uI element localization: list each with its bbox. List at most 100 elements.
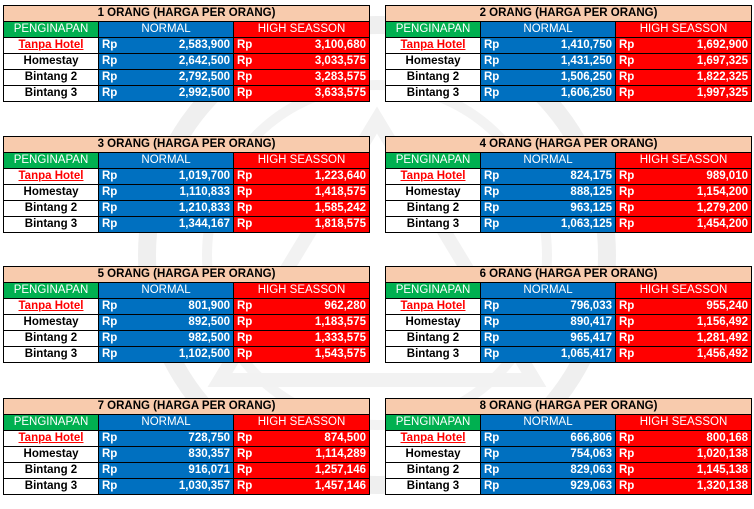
- header-normal: NORMAL: [98, 152, 234, 169]
- row-name: Homestay: [385, 53, 481, 70]
- currency-label: Rp: [615, 346, 656, 363]
- table-row: Bintang 2 Rp 1,506,250 Rp 1,822,325: [385, 69, 752, 86]
- row-name: Bintang 3: [385, 216, 481, 233]
- normal-price: 796,033: [520, 298, 616, 315]
- currency-label: Rp: [233, 446, 274, 463]
- currency-label: Rp: [233, 430, 274, 447]
- normal-price: 2,642,500: [138, 53, 234, 70]
- row-name: Bintang 3: [3, 478, 99, 495]
- normal-price: 892,500: [138, 314, 234, 331]
- currency-label: Rp: [615, 478, 656, 495]
- currency-label: Rp: [480, 330, 521, 347]
- row-name: Bintang 3: [385, 346, 481, 363]
- row-name: Homestay: [3, 446, 99, 463]
- row-name: Bintang 2: [3, 330, 99, 347]
- header-normal: NORMAL: [480, 414, 616, 431]
- high-season-price: 1,333,575: [273, 330, 370, 347]
- currency-label: Rp: [233, 462, 274, 479]
- table-row: Bintang 2 Rp 963,125 Rp 1,279,200: [385, 200, 752, 217]
- row-name: Bintang 2: [3, 69, 99, 86]
- currency-label: Rp: [480, 85, 521, 102]
- currency-label: Rp: [615, 298, 656, 315]
- table-title: 1 ORANG (HARGA PER ORANG): [3, 5, 370, 22]
- currency-label: Rp: [98, 37, 139, 54]
- row-name: Bintang 3: [3, 85, 99, 102]
- normal-price: 666,806: [520, 430, 616, 447]
- currency-label: Rp: [98, 430, 139, 447]
- normal-price: 1,019,700: [138, 168, 234, 185]
- row-name: Bintang 2: [385, 462, 481, 479]
- row-name: Tanpa Hotel: [385, 430, 481, 447]
- currency-label: Rp: [233, 216, 274, 233]
- table-row: Homestay Rp 830,357 Rp 1,114,289: [3, 446, 370, 463]
- row-name: Bintang 2: [3, 462, 99, 479]
- currency-label: Rp: [98, 200, 139, 217]
- header-high-season: HIGH SEASSON: [615, 21, 752, 38]
- row-name: Tanpa Hotel: [3, 168, 99, 185]
- header-high-season: HIGH SEASSON: [615, 152, 752, 169]
- table-title: 5 ORANG (HARGA PER ORANG): [3, 266, 370, 283]
- table-row: Bintang 3 Rp 1,065,417 Rp 1,456,492: [385, 346, 752, 363]
- normal-price: 830,357: [138, 446, 234, 463]
- high-season-price: 1,456,492: [655, 346, 752, 363]
- high-season-price: 1,454,200: [655, 216, 752, 233]
- price-table-1-orang: 1 ORANG (HARGA PER ORANG) PENGINAPAN NOR…: [3, 5, 370, 102]
- normal-price: 1,210,833: [138, 200, 234, 217]
- high-season-price: 1,822,325: [655, 69, 752, 86]
- table-row: Bintang 2 Rp 2,792,500 Rp 3,283,575: [3, 69, 370, 86]
- normal-price: 1,110,833: [138, 184, 234, 201]
- normal-price: 1,063,125: [520, 216, 616, 233]
- header-normal: NORMAL: [480, 282, 616, 299]
- header-normal: NORMAL: [480, 21, 616, 38]
- currency-label: Rp: [233, 314, 274, 331]
- table-title: 3 ORANG (HARGA PER ORANG): [3, 136, 370, 153]
- header-penginapan: PENGINAPAN: [385, 282, 481, 299]
- row-name: Bintang 3: [385, 478, 481, 495]
- high-season-price: 1,997,325: [655, 85, 752, 102]
- table-row: Bintang 3 Rp 929,063 Rp 1,320,138: [385, 478, 752, 495]
- currency-label: Rp: [98, 478, 139, 495]
- high-season-price: 962,280: [273, 298, 370, 315]
- currency-label: Rp: [98, 168, 139, 185]
- high-season-price: 1,320,138: [655, 478, 752, 495]
- table-row: Bintang 2 Rp 829,063 Rp 1,145,138: [385, 462, 752, 479]
- row-name: Homestay: [3, 53, 99, 70]
- row-name: Bintang 3: [3, 346, 99, 363]
- header-normal: NORMAL: [98, 21, 234, 38]
- currency-label: Rp: [233, 330, 274, 347]
- high-season-price: 1,183,575: [273, 314, 370, 331]
- currency-label: Rp: [615, 184, 656, 201]
- normal-price: 1,030,357: [138, 478, 234, 495]
- currency-label: Rp: [615, 85, 656, 102]
- table-row: Homestay Rp 1,431,250 Rp 1,697,325: [385, 53, 752, 70]
- currency-label: Rp: [233, 200, 274, 217]
- high-season-price: 1,281,492: [655, 330, 752, 347]
- table-title: 6 ORANG (HARGA PER ORANG): [385, 266, 752, 283]
- table-row: Homestay Rp 888,125 Rp 1,154,200: [385, 184, 752, 201]
- row-name: Tanpa Hotel: [385, 37, 481, 54]
- normal-price: 754,063: [520, 446, 616, 463]
- high-season-price: 1,114,289: [273, 446, 370, 463]
- table-row: Bintang 3 Rp 1,063,125 Rp 1,454,200: [385, 216, 752, 233]
- table-row: Bintang 3 Rp 1,102,500 Rp 1,543,575: [3, 346, 370, 363]
- currency-label: Rp: [233, 53, 274, 70]
- row-name: Tanpa Hotel: [3, 298, 99, 315]
- row-name: Bintang 2: [385, 200, 481, 217]
- normal-price: 829,063: [520, 462, 616, 479]
- header-penginapan: PENGINAPAN: [385, 21, 481, 38]
- high-season-price: 1,145,138: [655, 462, 752, 479]
- row-name: Homestay: [385, 314, 481, 331]
- currency-label: Rp: [98, 462, 139, 479]
- price-table-2-orang: 2 ORANG (HARGA PER ORANG) PENGINAPAN NOR…: [385, 5, 752, 102]
- high-season-price: 1,697,325: [655, 53, 752, 70]
- table-row: Homestay Rp 754,063 Rp 1,020,138: [385, 446, 752, 463]
- header-penginapan: PENGINAPAN: [3, 152, 99, 169]
- table-row: Tanpa Hotel Rp 728,750 Rp 874,500: [3, 430, 370, 447]
- table-row: Tanpa Hotel Rp 666,806 Rp 800,168: [385, 430, 752, 447]
- currency-label: Rp: [233, 184, 274, 201]
- high-season-price: 1,279,200: [655, 200, 752, 217]
- price-table-8-orang: 8 ORANG (HARGA PER ORANG) PENGINAPAN NOR…: [385, 398, 752, 495]
- high-season-price: 3,633,575: [273, 85, 370, 102]
- currency-label: Rp: [233, 168, 274, 185]
- header-high-season: HIGH SEASSON: [233, 21, 370, 38]
